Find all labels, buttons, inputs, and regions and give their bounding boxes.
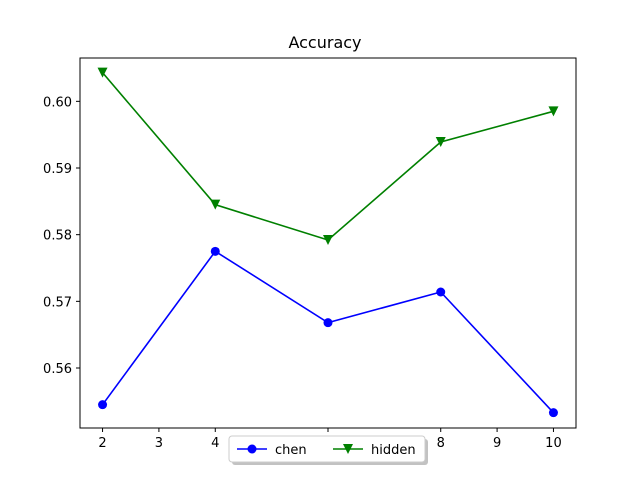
plot-area [97,67,559,418]
y-tick-label: 0.56 [43,362,72,377]
data-point-chen [323,318,333,328]
legend-marker-hidden [343,444,353,454]
series-chen [98,246,558,418]
data-point-hidden [97,67,108,78]
chart-title: Accuracy [288,33,361,52]
x-tick-label: 8 [437,436,445,451]
data-point-hidden [435,137,446,147]
x-tick-label: 9 [493,436,501,451]
data-point-hidden [548,106,559,117]
x-tick-label: 3 [155,436,163,451]
legend: chen hidden [228,435,428,465]
data-point-chen [98,400,108,410]
data-point-chen [436,287,446,297]
y-tick-label: 0.59 [43,162,72,177]
x-tick-label: 10 [545,436,562,451]
legend-marker-chen [247,444,257,454]
data-point-chen [210,246,220,256]
y-tick-label: 0.57 [43,295,72,310]
data-point-hidden [323,235,333,245]
legend-label-chen: chen [275,443,307,458]
data-point-chen [548,408,558,418]
x-tick-label: 4 [211,436,219,451]
y-tick-label: 0.58 [43,229,72,244]
series-hidden [97,67,559,245]
x-tick-label: 2 [98,436,106,451]
y-tick-label: 0.60 [43,95,72,110]
data-point-hidden [210,199,221,210]
legend-label-hidden: hidden [371,443,416,458]
legend-box [228,435,426,463]
